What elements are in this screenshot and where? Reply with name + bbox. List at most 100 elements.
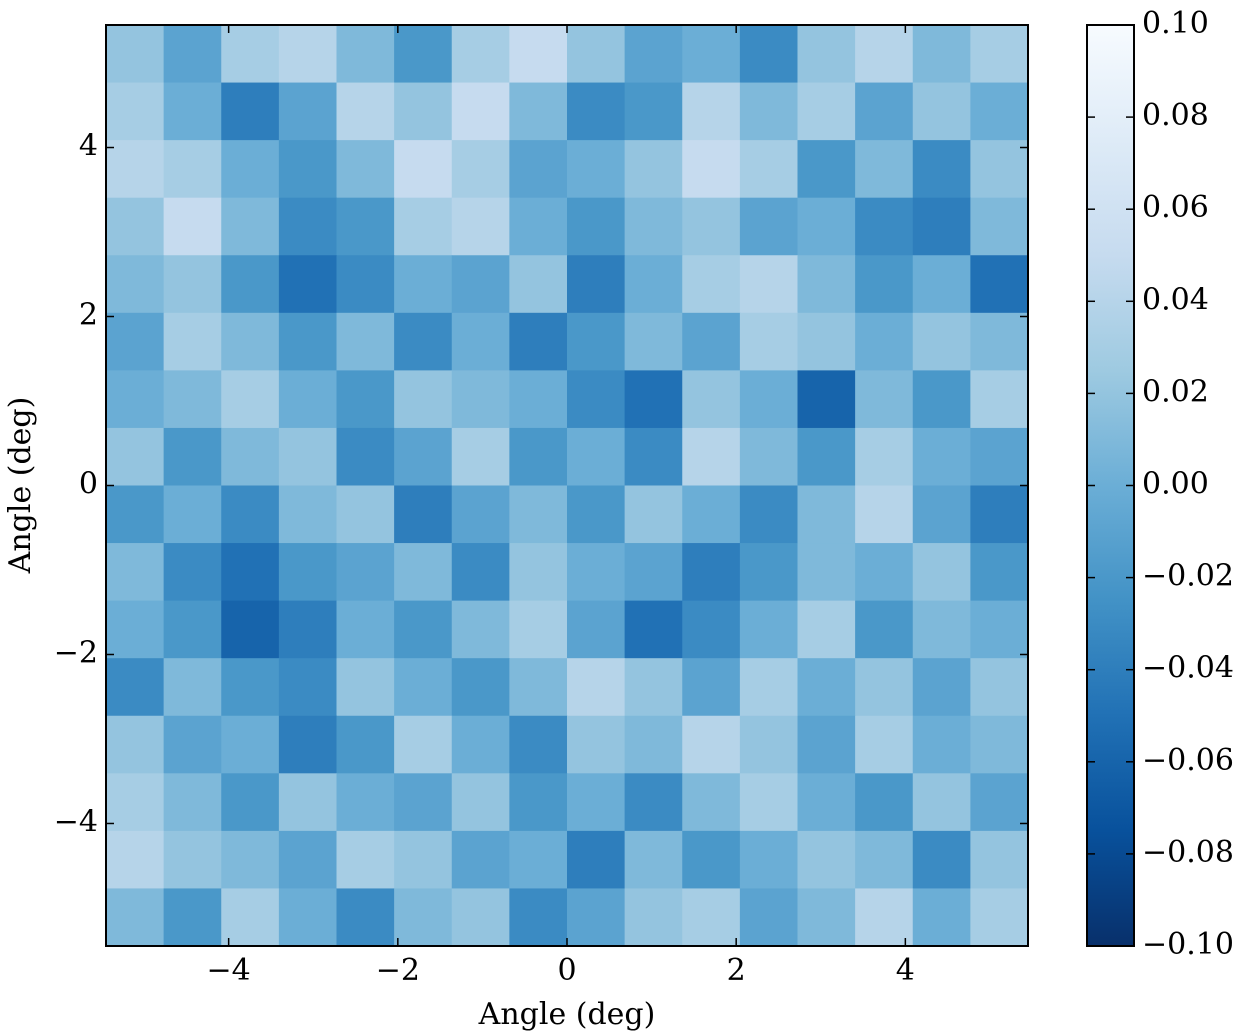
- heatmap-cell: [567, 25, 626, 84]
- heatmap-cell: [106, 715, 165, 774]
- heatmap-cell: [509, 543, 568, 602]
- heatmap-cell: [221, 140, 280, 199]
- heatmap-cell: [278, 830, 337, 889]
- heatmap-cell: [278, 312, 337, 371]
- heatmap-cell: [163, 370, 222, 429]
- heatmap-cell: [278, 140, 337, 199]
- x-tick-label: 2: [727, 953, 746, 988]
- heatmap-cell: [970, 255, 1029, 314]
- heatmap-cell: [394, 773, 453, 832]
- heatmap-cell: [797, 25, 856, 84]
- heatmap-cell: [855, 25, 914, 84]
- heatmap-cell: [221, 25, 280, 84]
- heatmap-cell: [106, 600, 165, 659]
- heatmap-cell: [970, 830, 1029, 889]
- heatmap-cell: [567, 888, 626, 947]
- heatmap-cell: [624, 25, 683, 84]
- heatmap-cell: [394, 140, 453, 199]
- heatmap-cell: [739, 370, 798, 429]
- heatmap-cell: [739, 773, 798, 832]
- heatmap-cell: [682, 255, 741, 314]
- heatmap-cell: [336, 82, 395, 141]
- heatmap-cell: [106, 25, 165, 84]
- heatmap-cell: [912, 140, 971, 199]
- heatmap-cell: [278, 25, 337, 84]
- heatmap-cell: [624, 715, 683, 774]
- heatmap-cell: [739, 715, 798, 774]
- heatmap-cell: [278, 197, 337, 256]
- heatmap-cell: [394, 427, 453, 486]
- heatmap-cell: [394, 82, 453, 141]
- heatmap-cell: [163, 658, 222, 717]
- heatmap-cell: [106, 830, 165, 889]
- heatmap-cell: [682, 485, 741, 544]
- heatmap-cell: [797, 312, 856, 371]
- heatmap-cell: [739, 888, 798, 947]
- heatmap-cell: [797, 197, 856, 256]
- heatmap-cell: [163, 82, 222, 141]
- x-axis-label: Angle (deg): [478, 997, 656, 1032]
- colorbar-tick-label: 0.10: [1142, 6, 1209, 41]
- heatmap-cell: [163, 427, 222, 486]
- heatmap-cell: [509, 140, 568, 199]
- heatmap-cell: [106, 370, 165, 429]
- heatmap-cell: [509, 312, 568, 371]
- heatmap-cell: [970, 888, 1029, 947]
- heatmap-cell: [278, 485, 337, 544]
- heatmap-cell: [912, 25, 971, 84]
- colorbar-tick-label: 0.00: [1142, 467, 1209, 502]
- heatmap-cell: [221, 312, 280, 371]
- heatmap-cell: [855, 82, 914, 141]
- colorbar-tick-label: 0.06: [1142, 190, 1209, 225]
- heatmap-cell: [567, 600, 626, 659]
- heatmap-cell: [567, 773, 626, 832]
- heatmap-cell: [336, 830, 395, 889]
- heatmap-cell: [624, 830, 683, 889]
- heatmap-cell: [970, 485, 1029, 544]
- heatmap-cell: [451, 485, 510, 544]
- y-tick-label: 2: [79, 298, 98, 333]
- heatmap-cell: [106, 888, 165, 947]
- heatmap-cell: [451, 830, 510, 889]
- heatmap-cell: [336, 140, 395, 199]
- heatmap-cell: [163, 197, 222, 256]
- heatmap-cell: [451, 427, 510, 486]
- heatmap-cell: [797, 543, 856, 602]
- heatmap-cell: [394, 197, 453, 256]
- x-tick-label: −4: [207, 953, 251, 988]
- heatmap-cell: [855, 773, 914, 832]
- heatmap-cell: [509, 600, 568, 659]
- heatmap-cell: [509, 715, 568, 774]
- heatmap-cell: [106, 82, 165, 141]
- heatmap-cell: [682, 543, 741, 602]
- heatmap-cell: [163, 485, 222, 544]
- heatmap-cell: [912, 312, 971, 371]
- heatmap-cell: [682, 830, 741, 889]
- heatmap-cell: [739, 140, 798, 199]
- colorbar-tick-label: −0.06: [1142, 743, 1234, 778]
- heatmap-cell: [739, 427, 798, 486]
- heatmap-cell: [797, 485, 856, 544]
- heatmap-cell: [394, 312, 453, 371]
- colorbar-tick-label: 0.04: [1142, 282, 1209, 317]
- heatmap-cell: [970, 370, 1029, 429]
- heatmap-cell: [624, 888, 683, 947]
- heatmap-cell: [451, 715, 510, 774]
- heatmap-cell: [912, 888, 971, 947]
- heatmap-cell: [567, 312, 626, 371]
- heatmap-cell: [624, 255, 683, 314]
- heatmap-cell: [336, 25, 395, 84]
- y-tick-label: 0: [79, 467, 98, 502]
- heatmap-cell: [394, 255, 453, 314]
- heatmap-cell: [912, 370, 971, 429]
- heatmap-cell: [624, 658, 683, 717]
- heatmap-cell: [855, 427, 914, 486]
- heatmap-cell: [509, 82, 568, 141]
- heatmap-cell: [509, 370, 568, 429]
- colorbar-tick-label: −0.10: [1142, 927, 1234, 962]
- heatmap-cell: [394, 715, 453, 774]
- heatmap-cell: [797, 773, 856, 832]
- heatmap-cell: [682, 25, 741, 84]
- colorbar-tick-label: −0.08: [1142, 835, 1234, 870]
- heatmap-cell: [797, 82, 856, 141]
